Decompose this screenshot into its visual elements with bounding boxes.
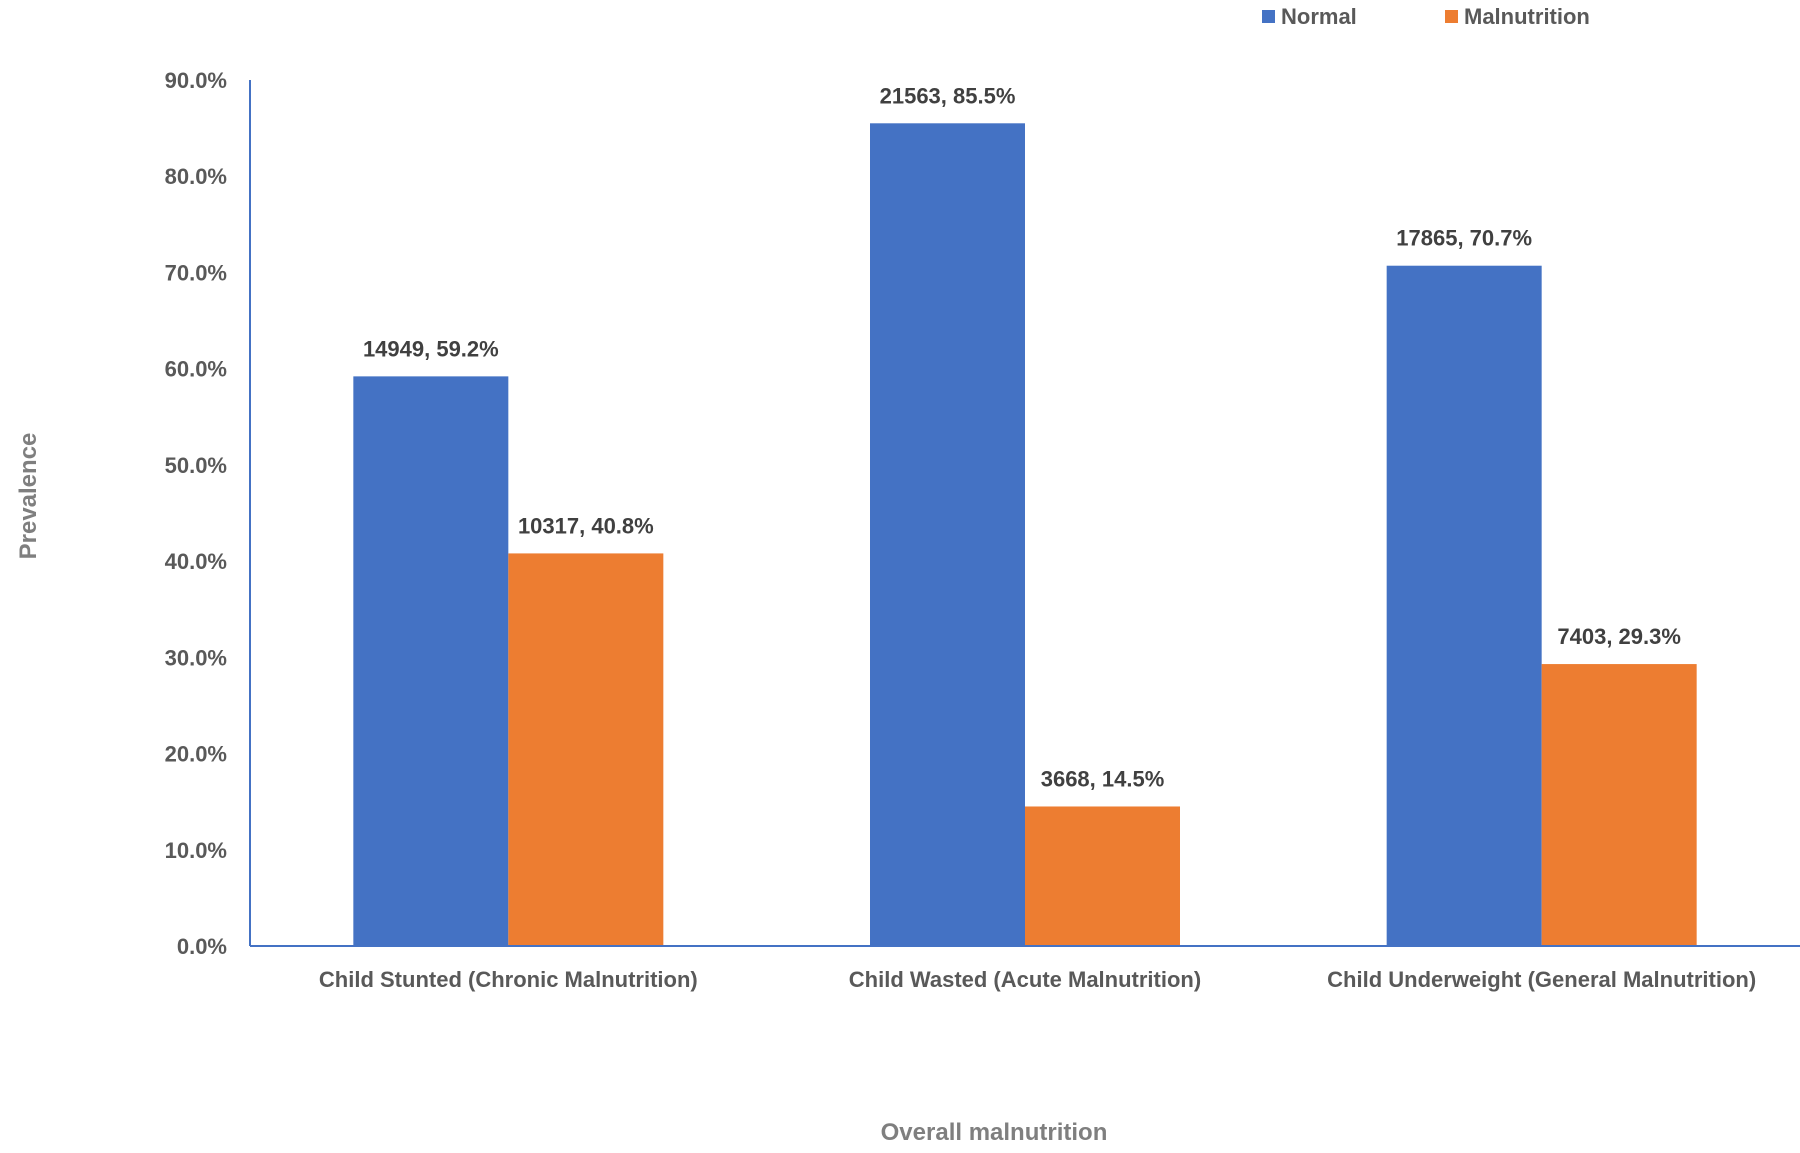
x-axis-categories: Child Stunted (Chronic Malnutrition) Chil… bbox=[319, 967, 1756, 992]
y-tick-label: 0.0% bbox=[177, 934, 227, 959]
bar-malnutrition bbox=[1025, 806, 1180, 946]
bar-normal bbox=[870, 123, 1025, 947]
x-axis-title: Overall malnutrition bbox=[881, 1119, 1108, 1146]
y-tick-label: 30.0% bbox=[165, 645, 227, 670]
legend-label-normal: Normal bbox=[1281, 4, 1357, 29]
legend-swatch-malnutrition bbox=[1445, 10, 1458, 23]
x-category-label: Child Wasted (Acute Malnutrition) bbox=[849, 967, 1201, 992]
data-label: 10317, 40.8% bbox=[518, 513, 654, 538]
y-tick-label: 80.0% bbox=[165, 164, 227, 189]
data-label: 7403, 29.3% bbox=[1557, 624, 1681, 649]
data-labels: 14949, 59.2% 10317, 40.8% 21563, 85.5% 3668… bbox=[363, 83, 1681, 791]
y-tick-label: 70.0% bbox=[165, 260, 227, 285]
y-axis-ticks: 0.0% 10.0% 20.0% 30.0% 40.0% 50.0% 60.0% 70.0% 8… bbox=[165, 68, 227, 959]
bar-normal bbox=[1386, 265, 1542, 947]
bar-malnutrition bbox=[1541, 664, 1697, 946]
data-label: 21563, 85.5% bbox=[880, 83, 1016, 108]
bars bbox=[353, 123, 1697, 947]
y-tick-label: 90.0% bbox=[165, 68, 227, 93]
y-tick-label: 60.0% bbox=[165, 357, 227, 382]
data-label: 14949, 59.2% bbox=[363, 336, 499, 361]
y-tick-label: 50.0% bbox=[165, 453, 227, 478]
legend: Normal Malnutrition bbox=[1262, 4, 1590, 29]
legend-label-malnutrition: Malnutrition bbox=[1464, 4, 1590, 29]
y-tick-label: 10.0% bbox=[165, 838, 227, 863]
y-axis-title: Prevalence bbox=[15, 433, 42, 560]
legend-swatch-normal bbox=[1262, 10, 1275, 23]
bar-normal bbox=[353, 376, 509, 946]
data-label: 17865, 70.7% bbox=[1396, 226, 1532, 251]
x-category-label: Child Underweight (General Malnutrition) bbox=[1327, 967, 1756, 992]
x-category-label: Child Stunted (Chronic Malnutrition) bbox=[319, 967, 698, 992]
y-tick-label: 20.0% bbox=[165, 742, 227, 767]
bar-malnutrition bbox=[508, 553, 664, 946]
y-tick-label: 40.0% bbox=[165, 549, 227, 574]
data-label: 3668, 14.5% bbox=[1041, 766, 1165, 791]
